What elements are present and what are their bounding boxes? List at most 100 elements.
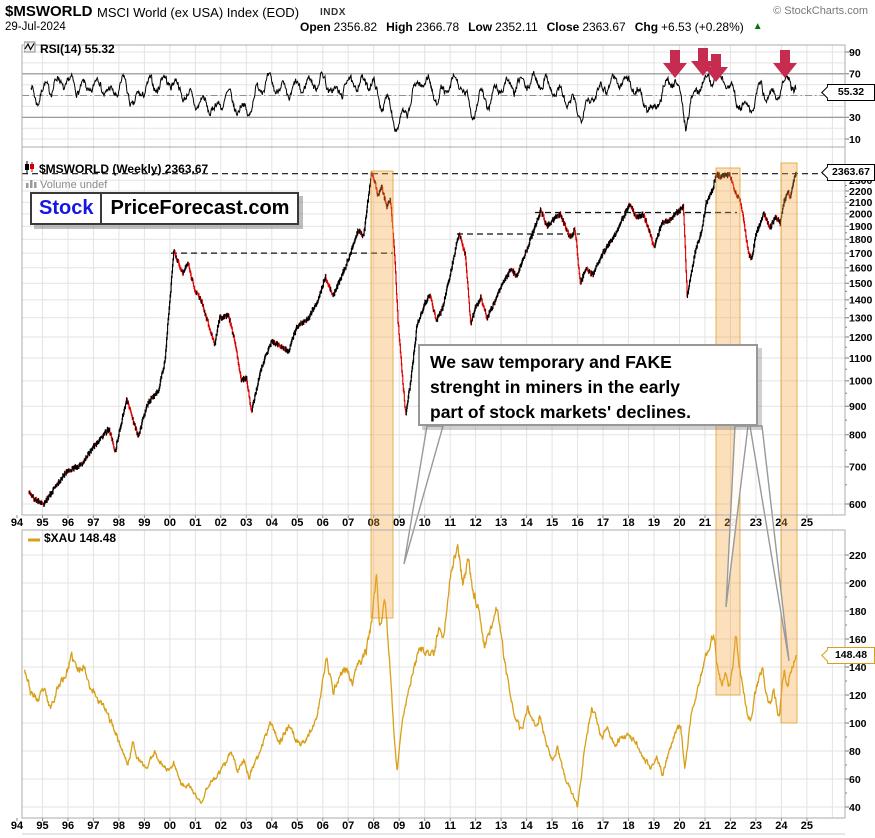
year-label-bottom: 94 bbox=[11, 820, 24, 832]
year-label-mid: 06 bbox=[317, 517, 329, 529]
year-label-bottom: 98 bbox=[113, 820, 125, 832]
year-label-mid: 96 bbox=[62, 517, 74, 529]
annotation-pointer-tail-0 bbox=[403, 425, 444, 565]
year-label-mid: 18 bbox=[622, 517, 634, 529]
axis-tick-label: 60 bbox=[849, 774, 861, 786]
year-label-bottom: 06 bbox=[317, 820, 329, 832]
axis-tick-label: 800 bbox=[849, 430, 867, 442]
axis-tick-label: 2200 bbox=[849, 186, 873, 198]
main-pane-label: $MSWORLD (Weekly) 2363.67 bbox=[24, 161, 208, 177]
rsi-value-callout: 55.32 bbox=[821, 84, 875, 101]
axis-tick-label: 1800 bbox=[849, 234, 873, 246]
annotation-text-box: We saw temporary and FAKE strenght in mi… bbox=[418, 344, 758, 426]
year-label-bottom: 07 bbox=[342, 820, 354, 832]
year-label-mid: 03 bbox=[240, 517, 252, 529]
year-label-bottom: 15 bbox=[546, 820, 558, 832]
year-label-bottom: 12 bbox=[469, 820, 481, 832]
year-label-bottom: 05 bbox=[291, 820, 303, 832]
year-label-bottom: 22 bbox=[724, 820, 736, 832]
volume-bars-icon bbox=[26, 178, 37, 191]
axis-tick-label: 100 bbox=[849, 718, 867, 730]
candlestick-icon bbox=[24, 161, 35, 177]
year-label-bottom: 01 bbox=[189, 820, 201, 832]
axis-tick-label: 1200 bbox=[849, 332, 873, 344]
year-label-mid: 02 bbox=[215, 517, 227, 529]
annotation-pointer-tail-2 bbox=[749, 425, 790, 662]
year-label-mid: 04 bbox=[266, 517, 279, 529]
quote-close: Close 2363.67 bbox=[546, 20, 626, 34]
volume-label-row: Volume undef bbox=[26, 178, 107, 191]
year-label-mid: 97 bbox=[87, 517, 99, 529]
year-label-bottom: 09 bbox=[393, 820, 405, 832]
xau-pane-label: $XAU 148.48 bbox=[28, 531, 116, 545]
2008-decline-band bbox=[370, 170, 394, 619]
year-label-mid: 20 bbox=[673, 517, 685, 529]
x-axis-ticks bbox=[16, 515, 808, 821]
candles-up-weeks bbox=[28, 171, 797, 507]
quote-open: Open 2356.82 bbox=[300, 20, 378, 34]
year-label-mid: 01 bbox=[189, 517, 201, 529]
year-label-mid: 25 bbox=[801, 517, 813, 529]
year-label-bottom: 24 bbox=[775, 820, 788, 832]
year-label-mid: 07 bbox=[342, 517, 354, 529]
year-label-bottom: 04 bbox=[266, 820, 279, 832]
2024-band bbox=[780, 162, 798, 724]
price-value-callout: 2363.67 bbox=[821, 164, 875, 181]
axis-tick-label: 180 bbox=[849, 606, 867, 618]
chart-date: 29-Jul-2024 bbox=[5, 21, 66, 33]
rsi-series bbox=[30, 68, 797, 133]
year-label-mid: 94 bbox=[11, 517, 24, 529]
red-down-arrow-1 bbox=[691, 48, 715, 76]
axis-tick-label: 1900 bbox=[849, 221, 873, 233]
year-label-bottom: 25 bbox=[801, 820, 813, 832]
ohlc-quote-row: Open 2356.82 High 2366.78 Low 2352.11 Close… bbox=[300, 20, 763, 34]
year-label-mid: 21 bbox=[699, 517, 711, 529]
axis-tick-label: 1600 bbox=[849, 263, 873, 275]
axis-tick-label: 70 bbox=[849, 69, 861, 81]
axis-tick-label: 2100 bbox=[849, 197, 873, 209]
annotation-line-2: strenght in miners in the early bbox=[430, 377, 680, 397]
year-label-bottom: 00 bbox=[164, 820, 176, 832]
quote-change: Chg +6.53 (+0.28%) bbox=[634, 20, 744, 34]
xau-value-callout: 148.48 bbox=[821, 647, 875, 664]
year-label-mid: 95 bbox=[36, 517, 48, 529]
stockpriceforecast-logo[interactable]: Stock PriceForecast.com bbox=[30, 192, 300, 225]
year-label-mid: 10 bbox=[419, 517, 431, 529]
year-label-bottom: 13 bbox=[495, 820, 507, 832]
year-label-mid: 15 bbox=[546, 517, 558, 529]
axis-tick-label: 1300 bbox=[849, 313, 873, 325]
year-label-bottom: 11 bbox=[444, 820, 456, 832]
exchange-label: INDX bbox=[320, 7, 346, 18]
year-label-mid: 99 bbox=[138, 517, 150, 529]
axis-tick-label: 220 bbox=[849, 550, 867, 562]
year-label-mid: 14 bbox=[520, 517, 533, 529]
year-label-bottom: 21 bbox=[699, 820, 711, 832]
axis-tick-label: 200 bbox=[849, 578, 867, 590]
axis-tick-label: 1000 bbox=[849, 376, 873, 388]
rsi-pane-title: RSI(14) 55.32 bbox=[40, 41, 115, 56]
main-pane-title: $MSWORLD (Weekly) 2363.67 bbox=[39, 162, 209, 176]
axis-tick-label: 1400 bbox=[849, 295, 873, 307]
main-panel-border bbox=[21, 146, 846, 516]
ticker-symbol: $MSWORLD bbox=[5, 3, 93, 20]
year-label-mid: 16 bbox=[571, 517, 583, 529]
year-label-bottom: 97 bbox=[87, 820, 99, 832]
axis-tick-label: 600 bbox=[849, 499, 867, 511]
red-down-arrow-2 bbox=[704, 54, 728, 82]
year-label-mid: 17 bbox=[597, 517, 609, 529]
year-label-mid: 09 bbox=[393, 517, 405, 529]
rsi-overbought-oversold-lines bbox=[22, 73, 845, 118]
axis-tick-label: 1500 bbox=[849, 278, 873, 290]
year-label-mid: 00 bbox=[164, 517, 176, 529]
red-down-arrow-0 bbox=[663, 50, 687, 78]
annotation-line-3: part of stock markets' declines. bbox=[430, 402, 691, 422]
rsi-indicator-icon bbox=[23, 41, 36, 56]
year-label-bottom: 17 bbox=[597, 820, 609, 832]
axis-tick-label: 140 bbox=[849, 662, 867, 674]
axis-tick-label: 90 bbox=[849, 47, 861, 59]
stockcharts-credit: © StockCharts.com bbox=[773, 5, 868, 17]
axis-tick-label: 80 bbox=[849, 746, 861, 758]
